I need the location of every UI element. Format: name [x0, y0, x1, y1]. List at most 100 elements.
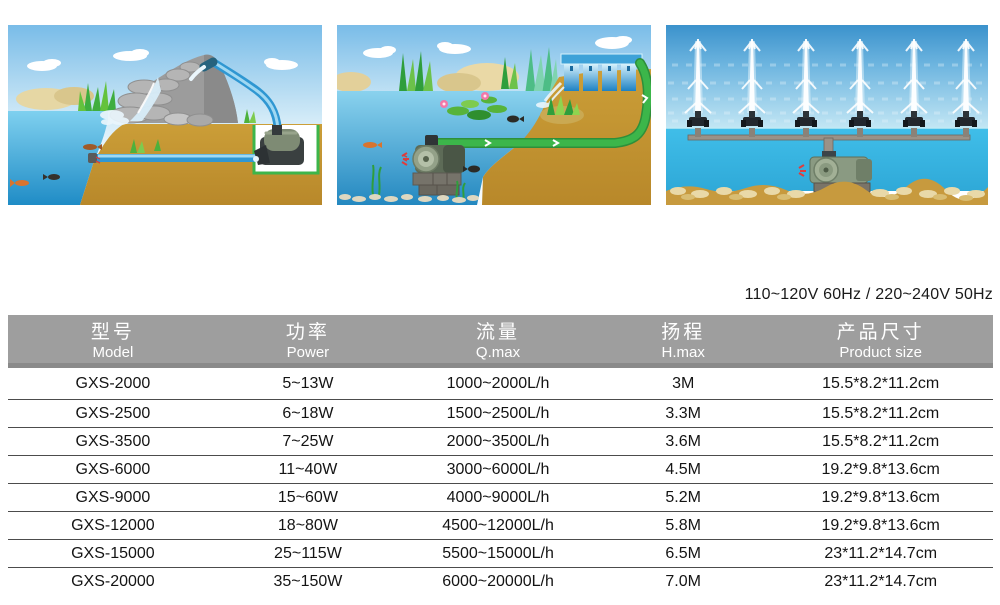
header-power: 功率 Power: [218, 315, 398, 368]
sand-bottom: [666, 178, 988, 205]
clouds: [363, 36, 632, 58]
table-row: GXS-2000 5~13W 1000~2000L/h 3M 15.5*8.2*11.2…: [8, 368, 993, 400]
table-cell: GXS-2500: [75, 404, 151, 422]
table-cell: GXS-12000: [71, 516, 155, 534]
table-cell: 15.5*8.2*11.2cm: [822, 374, 940, 392]
table-cell: 19.2*9.8*13.6cm: [821, 460, 940, 478]
filter-box: [560, 53, 643, 91]
table-cell: 6.5M: [665, 544, 701, 562]
waterfall: [130, 77, 161, 121]
header-power-zh: 功率: [285, 321, 330, 343]
table-cell: 19.2*9.8*13.6cm: [821, 488, 940, 506]
table-cell: 25~115W: [274, 544, 342, 562]
table-cell: 35~150W: [273, 572, 343, 590]
table-cell: GXS-3500: [75, 432, 151, 450]
spec-table: 型号 Model 功率 Power 流量 Q.max 扬程 H.max 产品尺寸…: [8, 315, 993, 595]
table-cell: 2000~3500L/h: [446, 432, 550, 450]
bank-bush: [540, 95, 584, 124]
cascade: [536, 81, 565, 108]
table-cell: 1000~2000L/h: [446, 374, 550, 392]
table-cell: 1500~2500L/h: [446, 404, 550, 422]
table-row: GXS-6000 11~40W 3000~6000L/h 4.5M 19.2*9.8*1…: [8, 456, 993, 484]
table-cell: 15.5*8.2*11.2cm: [822, 404, 940, 422]
table-row: GXS-9000 15~60W 4000~9000L/h 5.2M 19.2*9.8*1…: [8, 484, 993, 512]
table-cell: GXS-15000: [71, 544, 155, 562]
reeds: [399, 51, 518, 91]
table-cell: 5500~15000L/h: [442, 544, 554, 562]
header-head-en: H.max: [661, 343, 705, 361]
fountain-jets: [684, 39, 980, 137]
table-cell: 7~25W: [282, 432, 334, 450]
table-cell: 4.5M: [665, 460, 701, 478]
pebbles: [339, 194, 479, 203]
header-head: 扬程 H.max: [598, 315, 768, 368]
header-flow: 流量 Q.max: [398, 315, 598, 368]
table-cell: 4500~12000L/h: [442, 516, 554, 534]
table-cell: 5.8M: [665, 516, 701, 534]
header-model-en: Model: [92, 343, 134, 361]
brown-fish: [83, 144, 102, 150]
table-cell: 5~13W: [282, 374, 334, 392]
suction-pipe: [88, 153, 262, 163]
fish: [10, 144, 102, 187]
spec-table-body: GXS-2000 5~13W 1000~2000L/h 3M 15.5*8.2*11.2…: [8, 368, 993, 595]
header-size: 产品尺寸 Product size: [768, 315, 993, 368]
pump: [401, 135, 465, 196]
fountain-manifold-illustration: [666, 25, 988, 205]
header-model: 型号 Model: [8, 315, 218, 368]
pond-filter-illustration: [337, 25, 651, 205]
fish: [363, 115, 524, 173]
header-size-en: Product size: [839, 343, 922, 361]
flow-arrows: [484, 94, 649, 147]
header-head-zh: 扬程: [661, 321, 706, 343]
table-cell: 18~80W: [277, 516, 338, 534]
header-power-en: Power: [286, 343, 330, 361]
pond-water: [8, 111, 108, 205]
header-flow-zh: 流量: [476, 321, 521, 343]
table-cell: 5.2M: [665, 488, 701, 506]
table-cell: GXS-20000: [71, 572, 155, 590]
sky: [666, 25, 988, 128]
ground: [482, 69, 651, 205]
table-cell: 3.3M: [665, 404, 701, 422]
table-cell: GXS-2000: [75, 374, 151, 392]
dark-fish: [43, 174, 60, 180]
scene-illustrations: [8, 25, 988, 205]
spec-table-header: 型号 Model 功率 Power 流量 Q.max 扬程 H.max 产品尺寸…: [8, 315, 993, 368]
table-cell: 15~60W: [277, 488, 338, 506]
table-cell: 11~40W: [278, 460, 338, 478]
jet: [684, 39, 712, 137]
table-row: GXS-20000 35~150W 6000~20000L/h 7.0M 23*11.2…: [8, 568, 993, 595]
table-cell: 19.2*9.8*13.6cm: [821, 516, 940, 534]
table-cell: GXS-9000: [75, 488, 151, 506]
waterfall-splash: [100, 110, 129, 125]
table-cell: 15.5*8.2*11.2cm: [822, 432, 940, 450]
voltage-note: 110~120V 60Hz / 220~240V 50Hz: [744, 286, 993, 303]
mist-rows: [668, 63, 986, 123]
table-cell: 4000~9000L/h: [446, 488, 550, 506]
header-size-zh: 产品尺寸: [836, 321, 925, 343]
table-cell: 3M: [672, 374, 695, 392]
header-model-zh: 型号: [90, 321, 135, 343]
table-cell: GXS-6000: [75, 460, 151, 478]
far-bank-rocks: [16, 87, 94, 110]
table-cell: 3000~6000L/h: [446, 460, 550, 478]
table-row: GXS-2500 6~18W 1500~2500L/h 3.3M 15.5*8.2*11…: [8, 400, 993, 428]
grass-tufts: [130, 109, 256, 153]
lotus-flowers: [440, 92, 489, 108]
red-marks: [95, 156, 101, 164]
outlet-pipe: [189, 57, 282, 139]
bank-grass: [78, 81, 116, 111]
table-cell: 3.6M: [665, 432, 701, 450]
table-cell: 6000~20000L/h: [442, 572, 554, 590]
rock-mound: [109, 54, 238, 127]
header-flow-en: Q.max: [475, 343, 521, 361]
table-row: GXS-3500 7~25W 2000~3500L/h 3.6M 15.5*8.2*11…: [8, 428, 993, 456]
table-row: GXS-12000 18~80W 4500~12000L/h 5.8M 19.2*9.8…: [8, 512, 993, 540]
table-cell: 6~18W: [282, 404, 334, 422]
clouds: [27, 49, 298, 71]
intake-arrows: [798, 164, 806, 177]
orange-fish: [10, 179, 29, 187]
table-cell: 23*11.2*14.7cm: [824, 544, 938, 562]
table-cell: 23*11.2*14.7cm: [824, 572, 938, 590]
